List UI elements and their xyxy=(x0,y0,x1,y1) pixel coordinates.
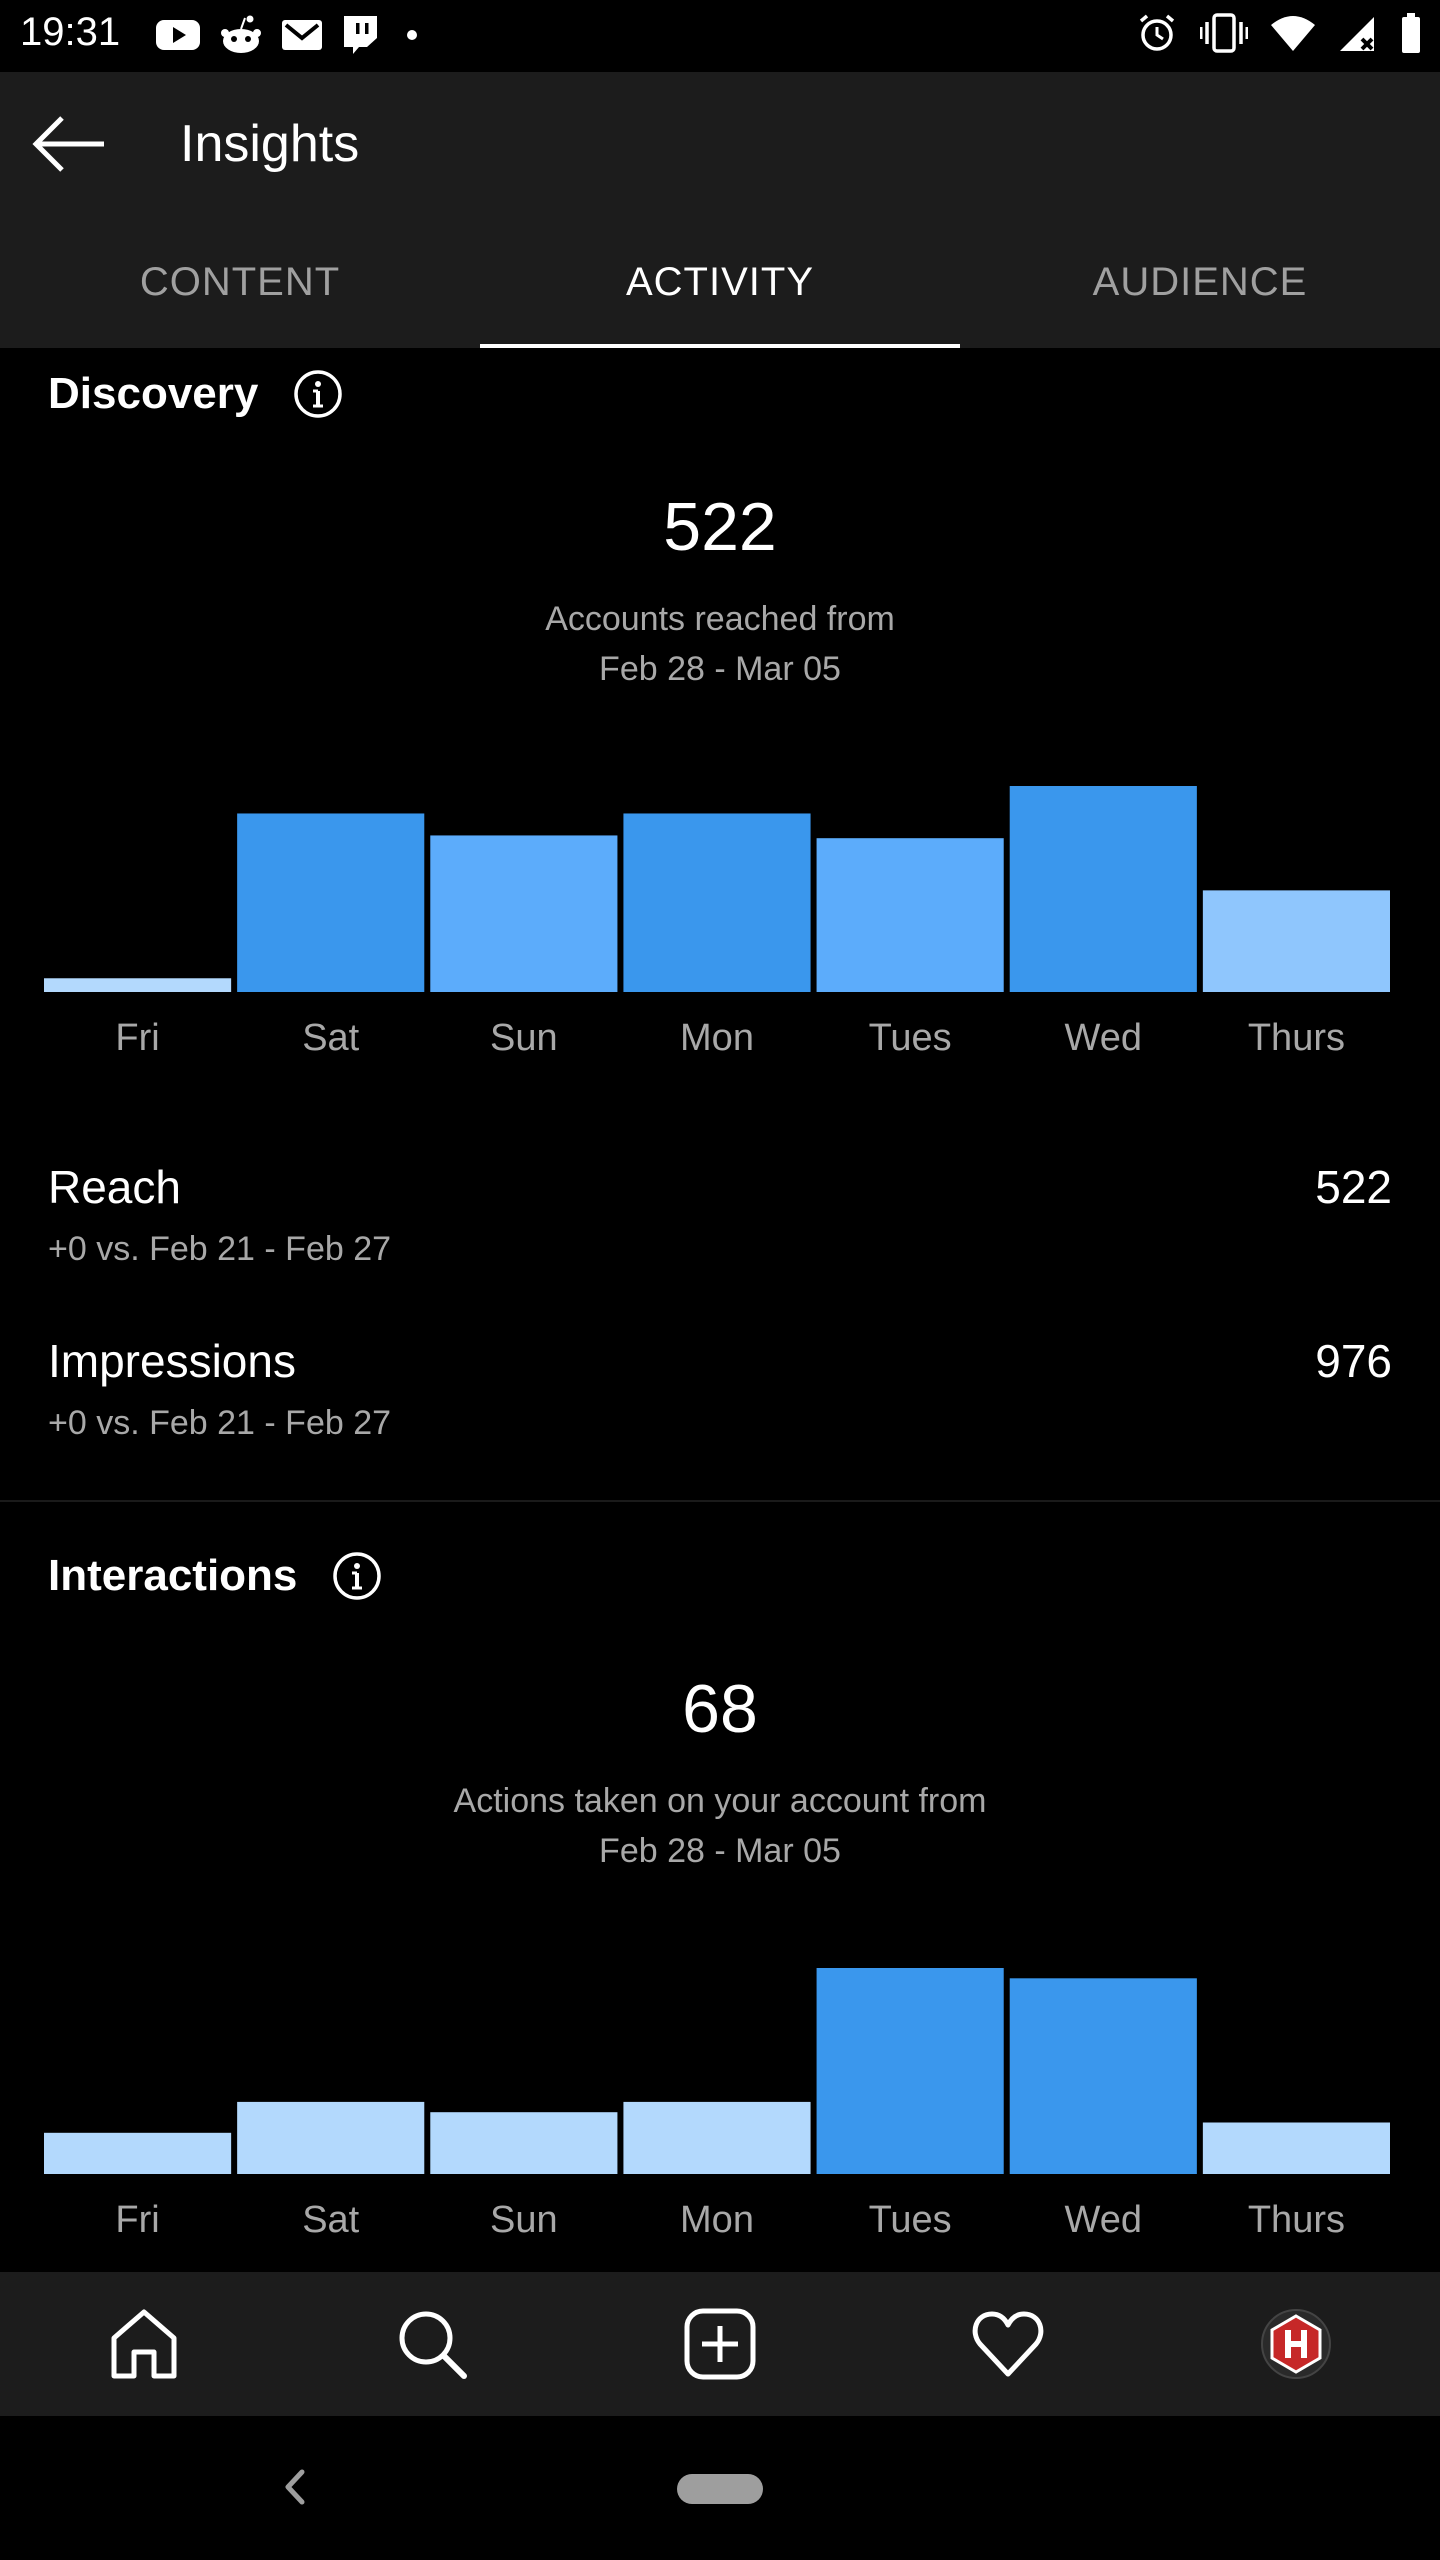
discovery-tick-label: Tues xyxy=(869,1017,952,1059)
interactions-tick-label: Mon xyxy=(680,2199,754,2241)
interactions-tick-label: Thurs xyxy=(1248,2199,1345,2241)
discovery-bar-sun[interactable] xyxy=(430,835,618,992)
system-nav-bar xyxy=(0,2416,1440,2560)
interactions-header: Interactions xyxy=(48,1550,383,1602)
page-title: Insights xyxy=(180,115,360,173)
discovery-bar-tues[interactable] xyxy=(816,838,1004,992)
discovery-bar-sat[interactable] xyxy=(237,813,425,992)
metric-label: Impressions xyxy=(48,1335,296,1387)
interactions-tick-label: Sat xyxy=(302,2199,359,2241)
reddit-icon xyxy=(221,15,261,53)
discovery-tick-label: Fri xyxy=(115,1017,159,1059)
nav-activity[interactable] xyxy=(958,2294,1058,2394)
discovery-caption-line1: Accounts reached from xyxy=(545,600,895,638)
discovery-title: Discovery xyxy=(48,369,259,418)
status-time: 19:31 xyxy=(20,10,121,54)
info-icon[interactable] xyxy=(292,368,344,420)
interactions-caption-date: Feb 28 - Mar 05 xyxy=(599,1832,841,1870)
discovery-tick-label: Wed xyxy=(1065,1017,1142,1059)
search-icon xyxy=(399,2311,467,2379)
discovery-bar-fri[interactable] xyxy=(44,978,232,992)
interactions-tick-label: Tues xyxy=(869,2199,952,2241)
system-back-icon[interactable] xyxy=(270,2462,320,2512)
alarm-icon xyxy=(1139,14,1175,51)
nav-add-post[interactable] xyxy=(670,2294,770,2394)
interactions-chart: Fri Sat Sun Mon Tues Wed Thurs xyxy=(44,1968,1390,2241)
metric-impressions[interactable]: Impressions 976 +0 vs. Feb 21 - Feb 27 xyxy=(48,1334,1392,1454)
info-icon[interactable] xyxy=(331,1550,383,1602)
metric-reach[interactable]: Reach 522 +0 vs. Feb 21 - Feb 27 xyxy=(48,1160,1392,1280)
discovery-tick-label: Sat xyxy=(302,1017,359,1059)
profile-avatar xyxy=(1261,2309,1331,2379)
discovery-caption-date: Feb 28 - Mar 05 xyxy=(599,650,841,688)
metric-value: 976 xyxy=(1315,1335,1392,1387)
app-bar: Insights xyxy=(0,72,1440,216)
interactions-bar-sun[interactable] xyxy=(430,2112,618,2174)
accounts-reached-total: 522 xyxy=(663,489,777,565)
interactions-caption-line1: Actions taken on your account from xyxy=(453,1782,987,1820)
interactions-tick-label: Wed xyxy=(1065,2199,1142,2241)
system-home-pill[interactable] xyxy=(677,2474,763,2504)
interactions-tick-label: Fri xyxy=(115,2199,159,2241)
twitch-icon xyxy=(344,16,377,54)
interactions-bar-thurs[interactable] xyxy=(1202,2122,1390,2175)
youtube-icon xyxy=(156,20,200,50)
tab-content[interactable]: CONTENT xyxy=(139,259,341,304)
metric-label: Reach xyxy=(48,1161,181,1213)
discovery-chart: Fri Sat Sun Mon Tues Wed Thurs xyxy=(44,786,1390,1059)
bottom-nav xyxy=(0,2272,1440,2416)
tab-activity[interactable]: ACTIVITY xyxy=(480,216,960,348)
interactions-bar-wed[interactable] xyxy=(1009,1978,1197,2174)
discovery-header: Discovery xyxy=(48,368,344,420)
actions-total: 68 xyxy=(682,1671,758,1747)
battery-icon xyxy=(1402,13,1420,53)
discovery-bar-wed[interactable] xyxy=(1009,786,1197,992)
add-post-icon xyxy=(684,2308,756,2380)
interactions-tick-label: Sun xyxy=(490,2199,558,2241)
signal-icon xyxy=(1340,17,1374,51)
discovery-bar-mon[interactable] xyxy=(623,813,811,992)
discovery-tick-label: Thurs xyxy=(1248,1017,1345,1059)
tab-bar: CONTENT ACTIVITY AUDIENCE xyxy=(0,216,1440,348)
gmail-icon xyxy=(282,20,322,50)
wifi-icon xyxy=(1271,16,1315,51)
vibrate-icon xyxy=(1200,13,1248,53)
home-icon xyxy=(111,2309,177,2379)
discovery-caption: Accounts reached from Feb 28 - Mar 05 xyxy=(0,594,1440,694)
interactions-caption: Actions taken on your account from Feb 2… xyxy=(0,1776,1440,1876)
discovery-bar-thurs[interactable] xyxy=(1202,890,1390,992)
interactions-bar-mon[interactable] xyxy=(623,2101,811,2174)
nav-profile[interactable] xyxy=(1246,2294,1346,2394)
metric-value: 522 xyxy=(1315,1161,1392,1213)
nav-home[interactable] xyxy=(94,2294,194,2394)
status-bar: 19:31 xyxy=(0,0,1440,72)
metric-compare: +0 vs. Feb 21 - Feb 27 xyxy=(48,1404,392,1442)
interactions-bar-sat[interactable] xyxy=(237,2101,425,2174)
nav-search[interactable] xyxy=(382,2294,482,2394)
dot-icon xyxy=(407,30,417,40)
back-button[interactable] xyxy=(30,112,110,176)
tab-audience[interactable]: AUDIENCE xyxy=(1092,259,1308,304)
interactions-bar-fri[interactable] xyxy=(44,2132,232,2174)
interactions-bar-tues[interactable] xyxy=(816,1968,1004,2174)
interactions-title: Interactions xyxy=(48,1551,298,1600)
discovery-tick-label: Sun xyxy=(490,1017,558,1059)
section-divider xyxy=(0,1500,1440,1502)
arrow-left-icon xyxy=(32,116,104,172)
activity-heart-icon xyxy=(972,2311,1044,2377)
metric-compare: +0 vs. Feb 21 - Feb 27 xyxy=(48,1230,392,1268)
discovery-tick-label: Mon xyxy=(680,1017,754,1059)
